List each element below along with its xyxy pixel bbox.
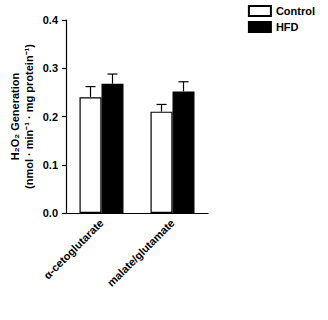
svg-text:HFD: HFD [276, 21, 299, 33]
svg-text:Control: Control [276, 5, 315, 17]
svg-text:(nmol · min⁻¹ · mg protein⁻¹): (nmol · min⁻¹ · mg protein⁻¹) [23, 44, 35, 189]
svg-text:H₂O₂ Generation: H₂O₂ Generation [9, 73, 21, 161]
svg-text:0.3: 0.3 [43, 62, 58, 74]
svg-text:0.1: 0.1 [43, 159, 58, 171]
svg-text:0.2: 0.2 [43, 111, 58, 123]
svg-text:0.0: 0.0 [43, 207, 58, 219]
svg-text:malate/glutamate: malate/glutamate [105, 217, 177, 289]
svg-text:α-cetoglutarate: α-cetoglutarate [41, 217, 106, 282]
svg-text:0.4: 0.4 [43, 14, 59, 26]
